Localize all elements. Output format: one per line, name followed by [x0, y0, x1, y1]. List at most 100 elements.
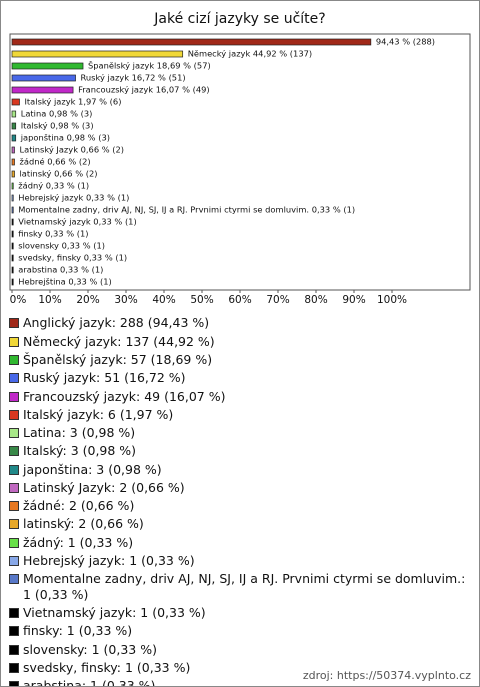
legend-label: Latinský Jazyk: 2 (0,66 %) [23, 479, 185, 495]
legend-item: slovensky: 1 (0,33 %) [9, 640, 471, 658]
legend-swatch [9, 373, 19, 384]
bar [11, 50, 184, 58]
legend-item: arabstina: 1 (0,33 %) [9, 677, 471, 687]
legend-swatch [9, 501, 19, 512]
bar [11, 242, 14, 250]
bar [11, 266, 14, 274]
legend-label: slovensky: 1 (0,33 %) [23, 641, 157, 657]
bar [11, 134, 17, 142]
bar [11, 194, 14, 202]
legend-swatch [9, 318, 19, 329]
legend-item: žádné: 2 (0,66 %) [9, 497, 471, 515]
legend-item: Latina: 3 (0,98 %) [9, 424, 471, 442]
chart: Jaké cizí jazyky se učíte? 0% 10% 20% 30% 40… [9, 11, 471, 306]
legend-item: Hebrejský jazyk: 1 (0,33 %) [9, 552, 471, 570]
bar [11, 62, 84, 70]
bar [11, 230, 14, 238]
bar [11, 254, 14, 262]
source: zdroj: https://50374.vyplnto.cz [302, 669, 471, 682]
legend-item: Ruský jazyk: 51 (16,72 %) [9, 369, 471, 387]
legend-label: Německý jazyk: 137 (44,92 %) [23, 333, 215, 349]
bar [11, 146, 15, 154]
value-label: žádné 0,66 % (2) [20, 157, 91, 167]
legend-swatch [9, 626, 19, 637]
legend-swatch [9, 681, 19, 686]
legend-label: Ruský jazyk: 51 (16,72 %) [23, 370, 186, 386]
chart-title: Jaké cizí jazyky se učíte? [153, 11, 325, 27]
bar [11, 122, 17, 130]
bar [11, 182, 14, 190]
legend-swatch [9, 391, 19, 402]
legend-swatch [9, 608, 19, 619]
legend-item: Vietnamský jazyk: 1 (0,33 %) [9, 604, 471, 622]
x-tick-label: 70% [266, 294, 289, 306]
value-label: Hebrejský jazyk 0,33 % (1) [18, 193, 129, 203]
bar [11, 158, 15, 166]
value-label: Italský 0,98 % (3) [21, 121, 94, 131]
value-label: finsky 0,33 % (1) [18, 229, 88, 239]
legend-item: Latinský Jazyk: 2 (0,66 %) [9, 479, 471, 497]
legend-label: Francouzský jazyk: 49 (16,07 %) [23, 388, 226, 404]
legend-swatch [9, 519, 19, 530]
legend: Anglický jazyk: 288 (94,43 %) Německý jaz… [9, 314, 471, 687]
value-label: arabstina 0,33 % (1) [18, 265, 103, 275]
legend-label: latinský: 2 (0,66 %) [23, 516, 144, 532]
value-label: Hebrejština 0,33 % (1) [18, 277, 112, 287]
legend-swatch [9, 446, 19, 457]
legend-label: Vietnamský jazyk: 1 (0,33 %) [23, 605, 206, 621]
x-tick-label: 100% [377, 294, 407, 306]
value-label: Italský jazyk 1,97 % (6) [24, 97, 121, 107]
x-tick-label: 10% [38, 294, 61, 306]
legend-label: žádné: 2 (0,66 %) [23, 498, 135, 514]
legend-swatch [9, 428, 19, 439]
legend-swatch [9, 464, 19, 475]
x-tick-label: 30% [114, 294, 137, 306]
bar [11, 206, 14, 214]
legend-swatch [9, 556, 19, 567]
x-tick-label: 50% [190, 294, 213, 306]
legend-item: Italský: 3 (0,98 %) [9, 442, 471, 460]
legend-item: Italský jazyk: 6 (1,97 %) [9, 405, 471, 423]
legend-label: Italský jazyk: 6 (1,97 %) [23, 406, 174, 422]
legend-swatch [9, 662, 19, 673]
legend-label: finsky: 1 (0,33 %) [23, 623, 133, 639]
value-label: Francouzský jazyk 16,07 % (49) [78, 85, 210, 95]
bar [11, 110, 17, 118]
legend-swatch [9, 574, 19, 585]
value-label: Vietnamský jazyk 0,33 % (1) [18, 217, 136, 227]
legend-swatch [9, 409, 19, 420]
x-tick-label: 20% [76, 294, 99, 306]
legend-item: Momentalne zadny, driv AJ, NJ, SJ, IJ a … [9, 570, 471, 604]
legend-label: Hebrejský jazyk: 1 (0,33 %) [23, 553, 195, 569]
legend-item: žádný: 1 (0,33 %) [9, 533, 471, 551]
x-tick-label: 60% [228, 294, 251, 306]
value-label: Latina 0,98 % (3) [21, 109, 93, 119]
bar [11, 38, 372, 46]
x-tick-label: 90% [342, 294, 365, 306]
bar [11, 74, 76, 82]
legend-swatch [9, 354, 19, 365]
legend-item: svedsky, finsky: 1 (0,33 %) [9, 659, 471, 677]
legend-label: Momentalne zadny, driv AJ, NJ, SJ, IJ a … [23, 571, 466, 602]
legend-label: Anglický jazyk: 288 (94,43 %) [23, 315, 210, 331]
legend-label: arabstina: 1 (0,33 %) [23, 678, 156, 687]
value-label: Německý jazyk 44,92 % (137) [188, 49, 312, 59]
legend-swatch [9, 644, 19, 655]
legend-label: svedsky, finsky: 1 (0,33 %) [23, 659, 191, 675]
legend-item: Francouzský jazyk: 49 (16,07 %) [9, 387, 471, 405]
value-label: svedsky, finsky 0,33 % (1) [18, 253, 127, 263]
legend-item: Anglický jazyk: 288 (94,43 %) [9, 314, 471, 332]
legend-item: latinský: 2 (0,66 %) [9, 515, 471, 533]
x-tick-label: 0% [10, 294, 27, 306]
legend-swatch [9, 482, 19, 493]
bar [11, 86, 74, 94]
value-label: slovensky 0,33 % (1) [18, 241, 105, 251]
x-tick-label: 40% [152, 294, 175, 306]
legend-item: finsky: 1 (0,33 %) [9, 622, 471, 640]
bar [11, 98, 20, 106]
legend-label: japonština: 3 (0,98 %) [23, 461, 162, 477]
value-label: latinský 0,66 % (2) [20, 169, 98, 179]
value-label: Latinský Jazyk 0,66 % (2) [20, 145, 125, 155]
legend-swatch [9, 336, 19, 347]
